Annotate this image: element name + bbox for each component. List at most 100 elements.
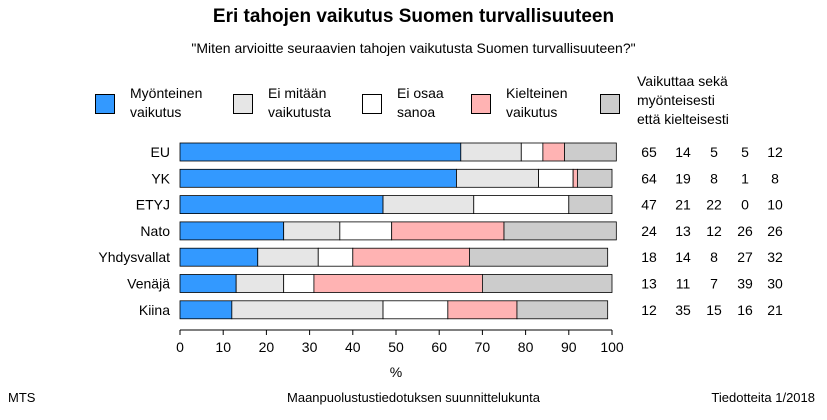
bar-segment-dont-know-yk: [538, 168, 574, 188]
bar-segment-both-yhdysvallat: [469, 247, 609, 267]
bar-segment-dont-know-nato: [339, 221, 393, 241]
category-label-eu: EU: [151, 144, 170, 160]
data-label-dont-know-yk: 8: [710, 170, 718, 186]
bar-segment-positive-yhdysvallat: [179, 247, 259, 267]
bar-segment-negative-yhdysvallat: [352, 247, 470, 267]
x-tick-label-20: 20: [259, 339, 275, 355]
legend-swatch-both: [600, 94, 620, 114]
data-label-no-effect-eu: 14: [675, 144, 691, 160]
category-label-kiina: Kiina: [139, 302, 170, 318]
bar-segment-negative-yk: [572, 168, 578, 188]
bar-segment-no-effect-nato: [283, 221, 341, 241]
x-tick-label-10: 10: [215, 339, 231, 355]
data-label-negative-kiina: 16: [737, 302, 753, 318]
data-label-negative-nato: 26: [737, 223, 753, 239]
chart-subtitle: "Miten arvioitte seuraavien tahojen vaik…: [191, 40, 636, 56]
bar-segment-positive-venaja: [179, 274, 237, 293]
bar-segment-both-kiina: [516, 300, 609, 320]
footer-center: Maanpuolustustiedotuksen suunnittelukunt…: [287, 390, 540, 405]
bar-segment-negative-eu: [542, 142, 565, 162]
legend-swatch-positive: [95, 94, 115, 114]
legend-swatch-dont-know: [362, 94, 382, 114]
data-label-no-effect-etyj: 21: [675, 197, 691, 213]
x-tick-label-100: 100: [600, 339, 624, 355]
data-label-negative-eu: 5: [741, 144, 749, 160]
bar-segment-both-yk: [577, 168, 613, 188]
data-label-negative-yhdysvallat: 27: [737, 249, 753, 265]
bar-segment-both-eu: [564, 142, 617, 162]
x-tick-label-90: 90: [561, 339, 577, 355]
bar-segment-dont-know-yhdysvallat: [317, 247, 354, 267]
legend-label-negative: Kielteinen vaikutus: [506, 85, 568, 120]
chart-title: Eri tahojen vaikutus Suomen turvallisuut…: [212, 6, 615, 27]
category-label-yhdysvallat: Yhdysvallat: [98, 249, 170, 265]
legend-label-dont-know: Ei osaa sanoa: [397, 85, 444, 120]
bar-segment-dont-know-etyj: [473, 195, 570, 215]
bar-segment-no-effect-yhdysvallat: [257, 247, 319, 267]
legend-swatch-negative: [471, 94, 491, 114]
legend-label-no-effect: Ei mitään vaikutusta: [268, 85, 332, 120]
data-label-no-effect-yk: 19: [675, 170, 691, 186]
legend-swatch-no-effect: [233, 94, 253, 114]
x-tick-label-40: 40: [345, 339, 361, 355]
category-label-etyj: ETYJ: [136, 197, 170, 213]
data-label-negative-yk: 1: [741, 170, 749, 186]
bar-segment-dont-know-eu: [520, 142, 544, 162]
bar-segment-positive-nato: [179, 221, 285, 241]
bar-segment-negative-kiina: [447, 300, 518, 320]
data-label-positive-kiina: 12: [641, 302, 657, 318]
category-label-yk: YK: [151, 170, 170, 186]
x-tick-label-30: 30: [302, 339, 318, 355]
bar-segment-dont-know-kiina: [382, 300, 449, 320]
bar-segment-no-effect-kiina: [231, 300, 384, 320]
data-label-dont-know-eu: 5: [710, 144, 718, 160]
footer-right: Tiedotteita 1/2018: [711, 390, 815, 405]
bar-segment-positive-eu: [179, 142, 462, 162]
x-tick-label-50: 50: [388, 339, 404, 355]
category-label-venaja: Venäjä: [127, 276, 170, 292]
data-label-both-nato: 26: [767, 223, 783, 239]
data-label-positive-venaja: 13: [641, 276, 657, 292]
legend-label-positive: Myönteinen vaikutus: [130, 85, 203, 120]
bar-segment-both-etyj: [568, 195, 613, 215]
x-tick-label-60: 60: [431, 339, 447, 355]
bar-segment-dont-know-venaja: [283, 274, 315, 293]
footer-left: MTS: [8, 390, 36, 405]
data-label-negative-venaja: 39: [737, 276, 753, 292]
bar-segment-positive-etyj: [179, 195, 384, 215]
data-label-dont-know-venaja: 7: [710, 276, 718, 292]
data-label-no-effect-kiina: 35: [675, 302, 691, 318]
data-label-no-effect-nato: 13: [675, 223, 691, 239]
category-label-nato: Nato: [140, 223, 170, 239]
both-effects-column-label: Vaikuttaa sekä myönteisesti että kieltei…: [637, 73, 729, 127]
bar-segment-positive-yk: [179, 168, 457, 188]
bar-segment-negative-nato: [391, 221, 505, 241]
x-axis-title: %: [390, 364, 402, 380]
bar-segment-positive-kiina: [179, 300, 233, 320]
data-label-dont-know-nato: 12: [706, 223, 722, 239]
data-label-both-yk: 8: [771, 170, 779, 186]
bar-segment-negative-venaja: [313, 274, 483, 293]
bar-segment-both-venaja: [481, 274, 613, 293]
data-label-no-effect-venaja: 11: [676, 276, 691, 292]
bar-segment-no-effect-venaja: [235, 274, 285, 293]
data-label-dont-know-kiina: 15: [706, 302, 722, 318]
x-tick-label-70: 70: [475, 339, 491, 355]
data-label-dont-know-yhdysvallat: 8: [710, 249, 718, 265]
data-label-no-effect-yhdysvallat: 14: [675, 249, 691, 265]
x-tick-label-80: 80: [518, 339, 534, 355]
data-label-positive-yhdysvallat: 18: [641, 249, 657, 265]
data-label-both-eu: 12: [767, 144, 783, 160]
data-label-both-yhdysvallat: 32: [767, 249, 783, 265]
x-tick-label-0: 0: [176, 339, 184, 355]
data-label-dont-know-etyj: 22: [706, 197, 722, 213]
bar-segment-no-effect-etyj: [382, 195, 475, 215]
data-label-positive-yk: 64: [641, 170, 657, 186]
data-label-both-etyj: 10: [767, 197, 783, 213]
bar-segment-both-nato: [503, 221, 617, 241]
data-label-positive-etyj: 47: [641, 197, 657, 213]
data-label-both-venaja: 30: [767, 276, 783, 292]
data-label-positive-eu: 65: [641, 144, 657, 160]
bar-segment-no-effect-yk: [456, 168, 539, 188]
